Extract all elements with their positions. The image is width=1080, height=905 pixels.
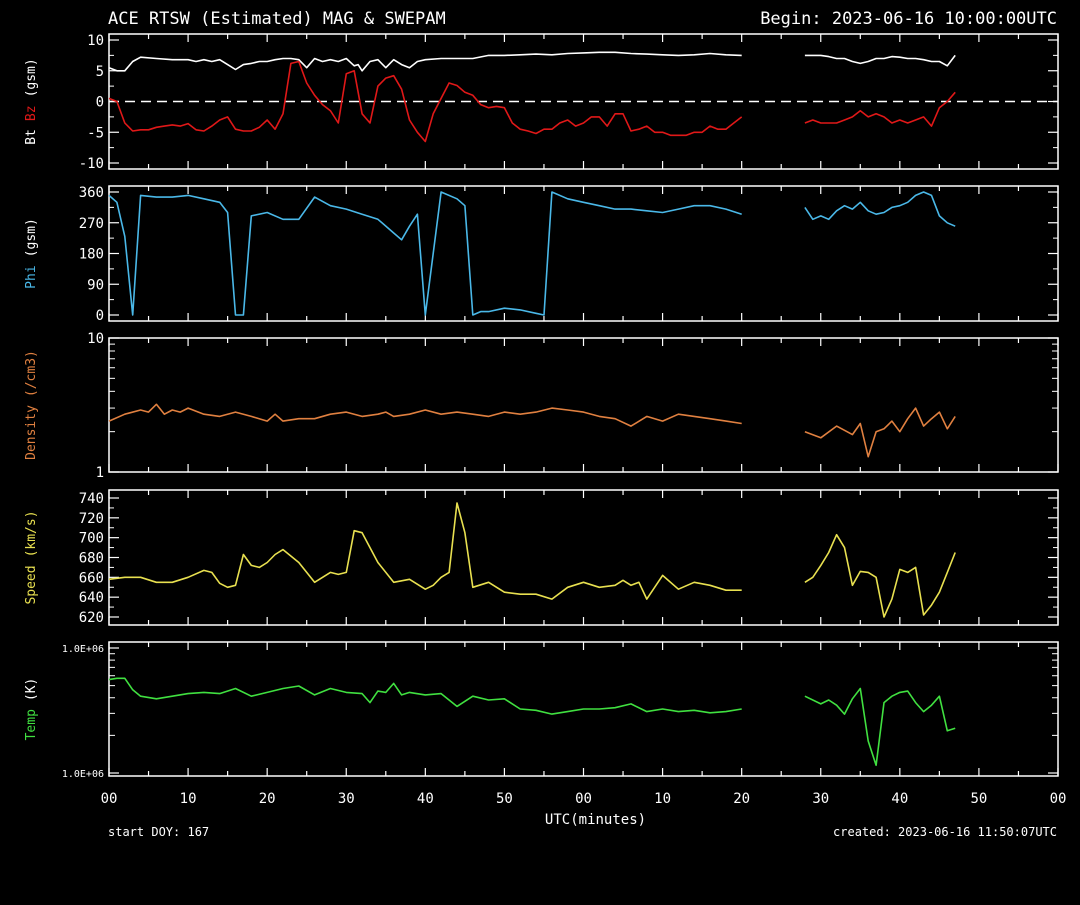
y-axis-label-part: (gsm) <box>24 58 39 97</box>
y-tick-label: 5 <box>96 64 104 80</box>
y-tick-label: 0 <box>96 308 104 324</box>
panel-5: 1.0E+06 1.0E+06 Temp (K) <box>24 641 1059 780</box>
y-tick-label: 700 <box>79 531 104 547</box>
x-axis: 00 10 20 30 40 50 00 10 20 30 40 50 00 UTC(minutes) <box>101 791 1067 828</box>
series-line-phi <box>804 191 956 227</box>
x-tick-label: 00 <box>575 791 592 807</box>
x-tick-label: 30 <box>338 791 355 807</box>
series-line-density <box>108 403 742 427</box>
y-tick-label: 660 <box>79 570 104 586</box>
x-tick-label: 50 <box>970 791 987 807</box>
y-tick-label: 1.0E+06 <box>62 769 104 780</box>
x-tick-label: 20 <box>259 791 276 807</box>
created-time: created: 2023-06-16 11:50:07UTC <box>833 825 1057 839</box>
y-axis-label: Phi (gsm) <box>24 218 39 289</box>
y-axis-label-part: Bt <box>24 129 39 145</box>
y-axis-label-part: (K) <box>24 678 39 701</box>
y-axis-label-part: (gsm) <box>24 218 39 257</box>
y-axis-label-part: (/cm3) <box>24 350 39 397</box>
x-tick-label: 30 <box>812 791 829 807</box>
chart-title: ACE RTSW (Estimated) MAG & SWEPAM <box>108 9 446 29</box>
y-tick-label: 740 <box>79 491 104 507</box>
y-axis-label-part: (km/s) <box>24 510 39 557</box>
y-tick-label: 1.0E+06 <box>62 644 104 655</box>
x-tick-label: 00 <box>101 791 118 807</box>
y-tick-label: 10 <box>87 33 104 49</box>
panel-4: 740 720 700 680 660 640 620 Speed (km/s) <box>24 489 1059 626</box>
y-axis-label-part: Speed <box>24 565 39 604</box>
y-tick-label: 680 <box>79 551 104 567</box>
y-axis-label: Density (/cm3) <box>24 350 39 460</box>
series-line-bz <box>108 60 743 143</box>
series-line-density <box>804 407 956 458</box>
y-tick-label: 10 <box>87 331 104 347</box>
panel-frame <box>108 489 1059 626</box>
x-tick-label: 20 <box>733 791 750 807</box>
y-tick-label: 1 <box>96 465 104 481</box>
y-tick-label: 270 <box>79 216 104 232</box>
y-axis-label-part: Bz <box>24 105 39 121</box>
y-tick-label: -5 <box>87 125 104 141</box>
y-axis-label-part: Temp <box>24 709 39 740</box>
x-tick-label: 40 <box>891 791 908 807</box>
x-axis-label: UTC(minutes) <box>545 812 646 828</box>
y-tick-label: -10 <box>79 156 104 172</box>
y-axis-label: Speed (km/s) <box>24 510 39 604</box>
y-tick-label: 0 <box>96 95 104 111</box>
y-axis-label-part: Density <box>24 405 39 460</box>
series-line-bt <box>108 51 742 72</box>
panel-frame <box>108 337 1059 473</box>
series-line-speed <box>108 502 742 600</box>
start-doy: start DOY: 167 <box>108 825 209 839</box>
x-tick-label: 10 <box>654 791 671 807</box>
y-axis-label: Temp (K) <box>24 678 39 741</box>
y-tick-label: 620 <box>79 610 104 626</box>
series-line-bz <box>804 91 956 127</box>
y-tick-label: 90 <box>87 277 104 293</box>
series-line-temp <box>108 677 742 715</box>
series-line-speed <box>804 533 956 618</box>
series-line-temp <box>804 687 956 767</box>
y-tick-label: 180 <box>79 247 104 263</box>
panel-2: 360 270 180 90 0 Phi (gsm) <box>24 185 1059 324</box>
series-line-phi <box>108 191 742 316</box>
x-tick-label: 40 <box>417 791 434 807</box>
y-tick-label: 720 <box>79 511 104 527</box>
panels: 1050-5-10BtBz(gsm)360270180900Phi(gsm)10… <box>24 33 1059 780</box>
x-tick-label: 10 <box>180 791 197 807</box>
series-line-bt <box>804 54 956 67</box>
panel-frame <box>108 185 1059 322</box>
x-tick-label: 50 <box>496 791 513 807</box>
y-tick-label: 360 <box>79 185 104 201</box>
y-axis-label-part: Phi <box>24 265 39 288</box>
begin-time: Begin: 2023-06-16 10:00:00UTC <box>760 9 1057 29</box>
y-axis-label: Bt Bz (gsm) <box>24 58 39 144</box>
panel-3: 10 1 Density (/cm3) <box>24 331 1059 481</box>
x-tick-label: 00 <box>1050 791 1067 807</box>
y-tick-label: 640 <box>79 590 104 606</box>
panel-1: 10 5 0 -5 -10 Bt Bz (gsm) <box>24 33 1059 172</box>
